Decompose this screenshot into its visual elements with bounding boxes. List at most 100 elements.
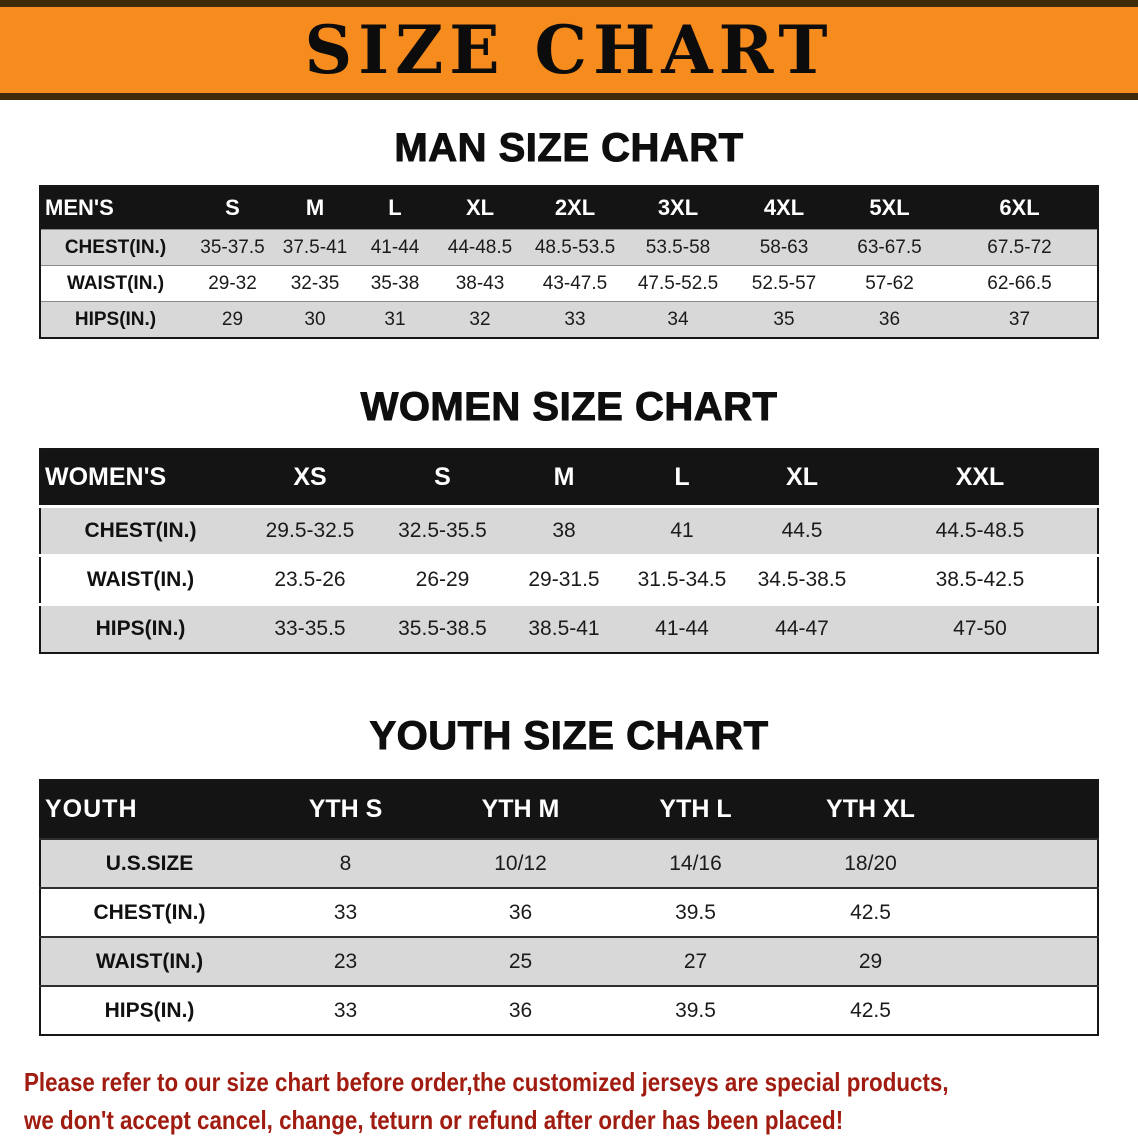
size-value-cell: 32-35 (275, 265, 355, 302)
size-column-header: 3XL (625, 186, 731, 230)
size-value-cell: 41 (623, 505, 741, 556)
measure-row-label: WAIST(IN.) (40, 265, 190, 302)
size-value-cell: 44.5-48.5 (863, 505, 1098, 556)
size-column-header: 6XL (942, 186, 1098, 230)
size-value-cell: 29-31.5 (505, 554, 623, 605)
size-value-cell: 23.5-26 (240, 554, 380, 605)
size-value-cell: 32.5-35.5 (380, 505, 505, 556)
size-value-cell: 35-38 (355, 265, 435, 302)
size-column-header: YTH M (433, 780, 608, 839)
size-value-cell: 36 (837, 301, 942, 338)
spacer-cell (958, 780, 1098, 839)
size-value-cell: 38.5-41 (505, 603, 623, 653)
size-value-cell: 34 (625, 301, 731, 338)
size-value-cell: 36 (433, 887, 608, 937)
size-value-cell: 58-63 (731, 229, 837, 266)
size-value-cell: 48.5-53.5 (525, 229, 625, 266)
size-value-cell: 29.5-32.5 (240, 505, 380, 556)
men-header-row: MEN'S S M L XL 2XL 3XL 4XL 5XL 6XL (40, 186, 1098, 230)
disclaimer-line-2: we don't accept cancel, change, teturn o… (24, 1104, 844, 1135)
size-value-cell: 39.5 (608, 985, 783, 1035)
size-value-cell: 23 (258, 936, 433, 986)
table-row: U.S.SIZE 8 10/12 14/16 18/20 (40, 838, 1098, 888)
size-value-cell: 31 (355, 301, 435, 338)
size-value-cell: 32 (435, 301, 525, 338)
spacer-cell (958, 936, 1098, 986)
size-column-header: 4XL (731, 186, 837, 230)
size-column-header: S (380, 449, 505, 507)
size-value-cell: 34.5-38.5 (741, 554, 863, 605)
size-value-cell: 38.5-42.5 (863, 554, 1098, 605)
size-value-cell: 29 (190, 301, 275, 338)
size-value-cell: 44-47 (741, 603, 863, 653)
size-value-cell: 53.5-58 (625, 229, 731, 266)
size-value-cell: 44.5 (741, 505, 863, 556)
women-section: WOMEN SIZE CHART WOMEN'S XS S M L XL XXL (0, 385, 1138, 654)
measure-row-label: HIPS(IN.) (40, 985, 258, 1035)
size-value-cell: 33 (525, 301, 625, 338)
banner: SIZE CHART (0, 0, 1138, 100)
size-value-cell: 29-32 (190, 265, 275, 302)
measure-row-label: WAIST(IN.) (40, 554, 240, 605)
size-column-header: YTH L (608, 780, 783, 839)
size-value-cell: 36 (433, 985, 608, 1035)
women-header-row: WOMEN'S XS S M L XL XXL (40, 449, 1098, 507)
size-value-cell: 52.5-57 (731, 265, 837, 302)
size-value-cell: 42.5 (783, 887, 958, 937)
size-value-cell: 43-47.5 (525, 265, 625, 302)
table-row: CHEST(IN.) 33 36 39.5 42.5 (40, 887, 1098, 937)
size-column-header: XS (240, 449, 380, 507)
measure-row-label: U.S.SIZE (40, 838, 258, 888)
table-row: CHEST(IN.) 35-37.5 37.5-41 41-44 44-48.5… (40, 229, 1098, 266)
size-column-header: XL (435, 186, 525, 230)
size-value-cell: 47.5-52.5 (625, 265, 731, 302)
size-column-header: YTH XL (783, 780, 958, 839)
table-row: HIPS(IN.) 33 36 39.5 42.5 (40, 985, 1098, 1035)
size-column-header: XL (741, 449, 863, 507)
size-value-cell: 38-43 (435, 265, 525, 302)
size-value-cell: 35-37.5 (190, 229, 275, 266)
measure-row-label: HIPS(IN.) (40, 603, 240, 653)
size-value-cell: 33-35.5 (240, 603, 380, 653)
size-value-cell: 25 (433, 936, 608, 986)
measure-row-label: WAIST(IN.) (40, 936, 258, 986)
size-value-cell: 39.5 (608, 887, 783, 937)
measure-row-label: CHEST(IN.) (40, 887, 258, 937)
size-column-header: XXL (863, 449, 1098, 507)
youth-size-table: YOUTH YTH S YTH M YTH L YTH XL U.S.SIZE … (39, 779, 1099, 1036)
spacer-cell (958, 985, 1098, 1035)
disclaimer-line-1: Please refer to our size chart before or… (24, 1067, 949, 1097)
size-value-cell: 31.5-34.5 (623, 554, 741, 605)
measure-row-label: CHEST(IN.) (40, 229, 190, 266)
men-size-table: MEN'S S M L XL 2XL 3XL 4XL 5XL 6XL CHEST… (39, 185, 1099, 339)
size-column-header: 2XL (525, 186, 625, 230)
spacer-cell (958, 887, 1098, 937)
size-value-cell: 18/20 (783, 838, 958, 888)
size-value-cell: 37 (942, 301, 1098, 338)
size-value-cell: 47-50 (863, 603, 1098, 653)
table-row: WAIST(IN.) 29-32 32-35 35-38 38-43 43-47… (40, 265, 1098, 302)
size-value-cell: 41-44 (623, 603, 741, 653)
youth-heading: YOUTH SIZE CHART (369, 714, 769, 759)
men-heading: MAN SIZE CHART (394, 126, 744, 171)
size-column-header: L (355, 186, 435, 230)
table-row: WAIST(IN.) 23 25 27 29 (40, 936, 1098, 986)
table-row: WAIST(IN.) 23.5-26 26-29 29-31.5 31.5-34… (40, 554, 1098, 605)
size-value-cell: 33 (258, 887, 433, 937)
men-section: MAN SIZE CHART MEN'S S M L XL 2XL 3XL 4X… (0, 126, 1138, 339)
table-group-label: WOMEN'S (40, 449, 240, 507)
table-group-label: MEN'S (40, 186, 190, 230)
table-row: HIPS(IN.) 33-35.5 35.5-38.5 38.5-41 41-4… (40, 603, 1098, 653)
size-value-cell: 41-44 (355, 229, 435, 266)
youth-header-row: YOUTH YTH S YTH M YTH L YTH XL (40, 780, 1098, 839)
measure-row-label: CHEST(IN.) (40, 505, 240, 556)
table-row: CHEST(IN.) 29.5-32.5 32.5-35.5 38 41 44.… (40, 505, 1098, 556)
size-column-header: M (505, 449, 623, 507)
size-value-cell: 35.5-38.5 (380, 603, 505, 653)
size-value-cell: 67.5-72 (942, 229, 1098, 266)
size-value-cell: 33 (258, 985, 433, 1035)
size-value-cell: 29 (783, 936, 958, 986)
youth-section: YOUTH SIZE CHART YOUTH YTH S YTH M YTH L… (0, 714, 1138, 1036)
women-size-table: WOMEN'S XS S M L XL XXL CHEST(IN.) 29.5-… (39, 448, 1099, 654)
